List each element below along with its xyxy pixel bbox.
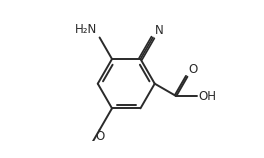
Text: H₂N: H₂N <box>75 23 97 36</box>
Text: OH: OH <box>198 90 216 103</box>
Text: O: O <box>188 63 198 76</box>
Text: O: O <box>95 130 104 143</box>
Text: N: N <box>154 24 163 37</box>
